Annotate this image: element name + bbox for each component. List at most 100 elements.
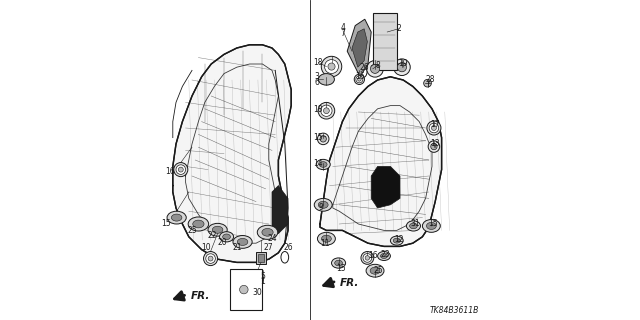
- Circle shape: [323, 108, 330, 114]
- Ellipse shape: [321, 235, 332, 242]
- Ellipse shape: [318, 201, 328, 208]
- Circle shape: [355, 74, 365, 84]
- Text: 15: 15: [161, 219, 172, 228]
- Text: 16: 16: [165, 167, 175, 176]
- Ellipse shape: [332, 258, 346, 268]
- Ellipse shape: [237, 238, 248, 245]
- Circle shape: [356, 76, 363, 83]
- Polygon shape: [272, 186, 288, 234]
- Circle shape: [328, 63, 335, 70]
- Text: 15: 15: [336, 264, 346, 273]
- Circle shape: [321, 105, 332, 116]
- Ellipse shape: [370, 267, 380, 274]
- Polygon shape: [371, 166, 400, 208]
- Ellipse shape: [317, 232, 335, 245]
- Circle shape: [365, 256, 370, 260]
- Text: 10: 10: [202, 244, 211, 252]
- Bar: [256, 252, 266, 264]
- Ellipse shape: [366, 264, 384, 277]
- Text: 6: 6: [314, 78, 319, 87]
- Circle shape: [431, 143, 437, 150]
- Text: 5: 5: [260, 272, 266, 281]
- Text: 25: 25: [373, 266, 383, 275]
- Circle shape: [324, 60, 339, 74]
- Text: 25: 25: [187, 226, 197, 235]
- Ellipse shape: [193, 220, 204, 228]
- Text: 14: 14: [313, 159, 323, 168]
- Ellipse shape: [314, 198, 332, 211]
- Ellipse shape: [172, 214, 182, 221]
- Text: 13: 13: [429, 139, 440, 148]
- Text: 16: 16: [368, 252, 378, 260]
- Text: FR.: FR.: [340, 278, 359, 288]
- Ellipse shape: [319, 162, 327, 167]
- Text: 30: 30: [253, 288, 262, 297]
- Text: 12: 12: [395, 235, 404, 244]
- Text: 31: 31: [410, 220, 420, 228]
- Circle shape: [236, 281, 252, 298]
- Circle shape: [363, 253, 372, 262]
- Text: 26: 26: [284, 244, 294, 252]
- Polygon shape: [352, 29, 367, 67]
- Circle shape: [208, 256, 213, 261]
- Text: 11: 11: [321, 239, 330, 248]
- Circle shape: [361, 252, 374, 264]
- Polygon shape: [347, 19, 371, 77]
- Text: 28: 28: [426, 75, 435, 84]
- Circle shape: [367, 60, 383, 77]
- Ellipse shape: [422, 220, 440, 232]
- Circle shape: [358, 77, 361, 81]
- Ellipse shape: [426, 222, 436, 229]
- Bar: [230, 269, 262, 310]
- Ellipse shape: [208, 223, 227, 236]
- Circle shape: [397, 63, 406, 72]
- Circle shape: [204, 252, 218, 266]
- Circle shape: [371, 64, 380, 73]
- Text: 21: 21: [233, 244, 242, 252]
- Circle shape: [428, 141, 440, 152]
- Ellipse shape: [406, 221, 420, 231]
- Text: 26: 26: [359, 63, 369, 72]
- Text: 22: 22: [207, 231, 217, 240]
- Text: 15: 15: [313, 133, 323, 142]
- Circle shape: [179, 167, 183, 172]
- Text: 4: 4: [340, 23, 346, 32]
- Text: FR.: FR.: [191, 291, 210, 301]
- Text: 20: 20: [218, 238, 227, 247]
- Text: 27: 27: [264, 244, 274, 252]
- Text: 19: 19: [398, 60, 408, 68]
- Ellipse shape: [393, 238, 401, 243]
- Circle shape: [239, 285, 248, 294]
- Text: 9: 9: [318, 203, 323, 212]
- Polygon shape: [320, 77, 442, 246]
- Text: 3: 3: [314, 72, 319, 81]
- Circle shape: [206, 254, 215, 263]
- Bar: [372, 13, 397, 70]
- Ellipse shape: [212, 226, 223, 233]
- Circle shape: [424, 79, 431, 87]
- Ellipse shape: [188, 217, 209, 231]
- Circle shape: [318, 102, 335, 119]
- Ellipse shape: [257, 225, 278, 239]
- Ellipse shape: [167, 211, 186, 224]
- Ellipse shape: [233, 236, 252, 248]
- Text: 15: 15: [428, 220, 438, 228]
- Ellipse shape: [380, 253, 388, 259]
- Ellipse shape: [316, 159, 330, 170]
- Ellipse shape: [378, 252, 390, 260]
- Ellipse shape: [262, 228, 273, 236]
- Text: 24: 24: [267, 234, 277, 243]
- Ellipse shape: [390, 236, 403, 245]
- Ellipse shape: [335, 260, 342, 266]
- Ellipse shape: [319, 74, 334, 85]
- Text: 18: 18: [314, 105, 323, 114]
- Text: TK84B3611B: TK84B3611B: [429, 306, 479, 315]
- Bar: [259, 254, 264, 261]
- Text: 23: 23: [381, 250, 390, 259]
- Ellipse shape: [223, 234, 230, 240]
- Ellipse shape: [220, 232, 234, 242]
- Text: 18: 18: [314, 58, 323, 67]
- Circle shape: [427, 121, 441, 135]
- Circle shape: [317, 133, 329, 145]
- Circle shape: [176, 165, 186, 174]
